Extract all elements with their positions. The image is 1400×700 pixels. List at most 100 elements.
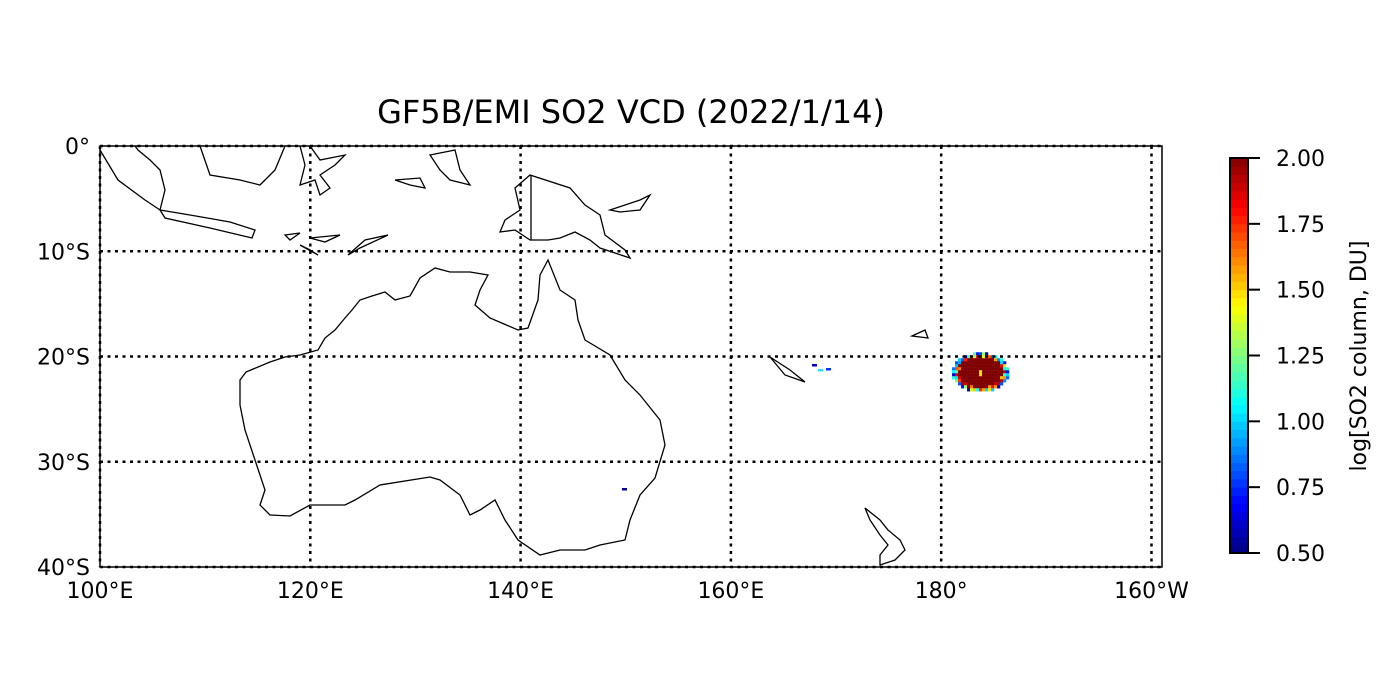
so2-plume	[622, 352, 1010, 491]
so2-pixel	[973, 382, 977, 386]
colorbar-label: log[SO2 column, DU]	[1347, 241, 1372, 472]
y-tick-label: 10°S	[37, 240, 90, 265]
x-tick-label: 120°E	[277, 579, 344, 604]
so2-pixel	[967, 376, 971, 380]
so2-pixel	[994, 364, 998, 368]
so2-pixel	[970, 376, 974, 380]
x-tick-label: 140°E	[487, 579, 554, 604]
so2-pixel	[973, 367, 977, 371]
so2-pixel	[961, 379, 965, 383]
so2-pixel	[1006, 370, 1010, 374]
so2-pixel	[961, 382, 965, 386]
coastline-australia	[239, 258, 666, 556]
so2-pixel	[979, 358, 983, 362]
so2-pixel	[985, 373, 989, 377]
so2-pixel	[967, 382, 971, 386]
so2-pixel	[976, 361, 980, 365]
so2-pixel	[1000, 364, 1004, 368]
so2-pixel	[991, 373, 995, 377]
so2-pixel	[991, 379, 995, 383]
so2-pixel	[976, 379, 980, 383]
colorbar-segment	[1230, 289, 1248, 299]
so2-pixel	[955, 379, 959, 383]
so2-pixel	[967, 385, 971, 389]
so2-pixel	[985, 370, 989, 374]
colorbar-tick-label: 1.50	[1276, 279, 1325, 304]
so2-pixel	[994, 361, 998, 365]
so2-pixel	[961, 376, 965, 380]
so2-pixel	[1000, 382, 1004, 386]
so2-pixel	[982, 367, 986, 371]
so2-pixel	[976, 364, 980, 368]
so2-pixel	[997, 379, 1001, 383]
so2-pixel	[982, 370, 986, 374]
so2-pixel	[991, 385, 995, 389]
so2-pixel	[997, 373, 1001, 377]
so2-pixel	[952, 367, 956, 371]
colorbar-segment	[1230, 215, 1248, 225]
so2-pixel	[1006, 367, 1010, 371]
so2-pixel	[964, 379, 968, 383]
so2-pixel	[979, 355, 983, 359]
y-tick-label: 20°S	[37, 346, 90, 371]
so2-pixel	[982, 352, 986, 356]
so2-pixel	[967, 373, 971, 377]
so2-pixel	[1000, 373, 1004, 377]
so2-pixel	[985, 361, 989, 365]
so2-pixel	[958, 373, 962, 377]
so2-pixel	[976, 358, 980, 362]
so2-pixel	[952, 370, 956, 374]
colorbar-segment	[1230, 404, 1248, 414]
so2-pixel	[973, 352, 977, 356]
so2-pixel	[979, 361, 983, 365]
so2-pixel	[988, 376, 992, 380]
so2-pixel	[979, 388, 983, 392]
so2-pixel	[961, 370, 965, 374]
so2-pixel	[1003, 376, 1007, 380]
so2-pixel	[991, 367, 995, 371]
so2-pixel	[964, 376, 968, 380]
so2-pixel	[988, 358, 992, 362]
so2-pixel	[985, 379, 989, 383]
so2-pixel	[1000, 376, 1004, 380]
so2-pixel	[964, 361, 968, 365]
colorbar-tick-label: 0.50	[1276, 542, 1325, 567]
so2-pixel	[967, 370, 971, 374]
so2-pixel	[970, 382, 974, 386]
colorbar-segment	[1230, 371, 1248, 381]
so2-pixel	[970, 373, 974, 377]
so2-pixel	[976, 376, 980, 380]
colorbar-tick-label: 0.75	[1276, 476, 1325, 501]
so2-pixel	[973, 379, 977, 383]
so2-pixel	[988, 373, 992, 377]
colorbar-segment	[1230, 322, 1248, 332]
colorbar-segment	[1230, 281, 1248, 291]
so2-pixel	[958, 376, 962, 380]
coastline-new-caledonia	[769, 356, 806, 383]
colorbar-segment	[1230, 363, 1248, 373]
so2-pixel	[979, 379, 983, 383]
so2-pixel	[964, 373, 968, 377]
colorbar-segment	[1230, 495, 1248, 505]
colorbar-segment	[1230, 158, 1248, 167]
so2-pixel	[994, 385, 998, 389]
so2-pixel	[982, 373, 986, 377]
so2-pixel	[812, 364, 817, 367]
so2-pixel	[970, 367, 974, 371]
so2-pixel	[1003, 364, 1007, 368]
so2-pixel	[976, 382, 980, 386]
so2-pixel	[982, 376, 986, 380]
colorbar-segment	[1230, 413, 1248, 422]
so2-pixel	[988, 388, 992, 392]
colorbar-segment	[1230, 478, 1248, 488]
y-tick-label: 30°S	[37, 451, 90, 476]
so2-pixel	[958, 358, 962, 362]
so2-pixel	[973, 388, 977, 392]
so2-pixel	[976, 352, 980, 356]
so2-pixel	[952, 376, 956, 380]
so2-pixel	[991, 376, 995, 380]
so2-pixel	[997, 361, 1001, 365]
so2-pixel	[970, 364, 974, 368]
so2-pixel	[979, 364, 983, 368]
so2-pixel	[985, 367, 989, 371]
